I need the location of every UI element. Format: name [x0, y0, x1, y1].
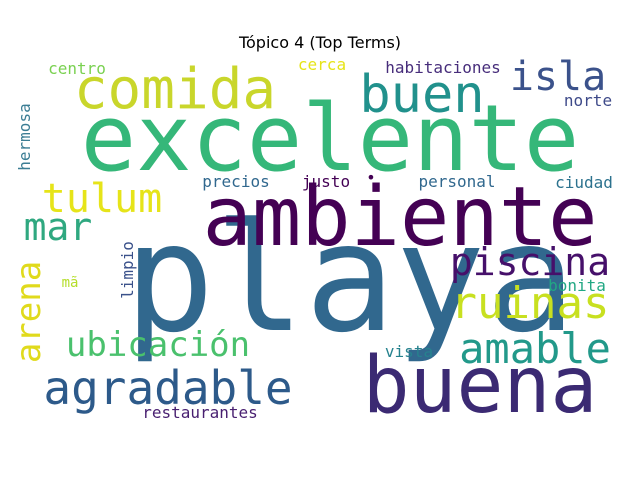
word-dot: • [366, 168, 376, 187]
word-ruinas: ruinas [451, 278, 610, 329]
word-hermosa: hermosa [15, 103, 34, 170]
word-bonita: bonita [548, 276, 606, 295]
word-amable: amable [459, 324, 611, 373]
word-limpio: limpio [118, 241, 137, 299]
chart-title: Tópico 4 (Top Terms) [238, 33, 401, 52]
word-mar: mar [24, 205, 93, 249]
word-piscina: piscina [450, 240, 610, 284]
word-vista: vista [385, 342, 433, 361]
word-arena: arena [9, 261, 49, 363]
word-ciudad: ciudad [555, 173, 613, 192]
word-ma: mã [62, 275, 79, 291]
word-precios: precios [202, 172, 269, 191]
word-centro: centro [48, 59, 106, 78]
word-agradable: agradable [43, 361, 292, 415]
word-norte: norte [564, 91, 612, 110]
word-personal: personal [418, 172, 495, 191]
word-comida: comida [74, 57, 276, 122]
word-justo: justo [302, 172, 350, 191]
word-buen: buen [359, 65, 484, 125]
word-buena: buena [363, 341, 598, 431]
word-restaurantes: restaurantes [142, 403, 258, 422]
word-cerca: cerca [298, 55, 346, 74]
word-ubicacion: ubicación [66, 325, 250, 365]
word-habitaciones: habitaciones [385, 58, 501, 77]
word-ambiente: ambiente [203, 170, 598, 265]
word-tulum: tulum [42, 176, 162, 222]
word-playa: playa [124, 192, 576, 366]
word-excelente: excelente [81, 85, 580, 192]
word-isla: isla [510, 54, 606, 100]
